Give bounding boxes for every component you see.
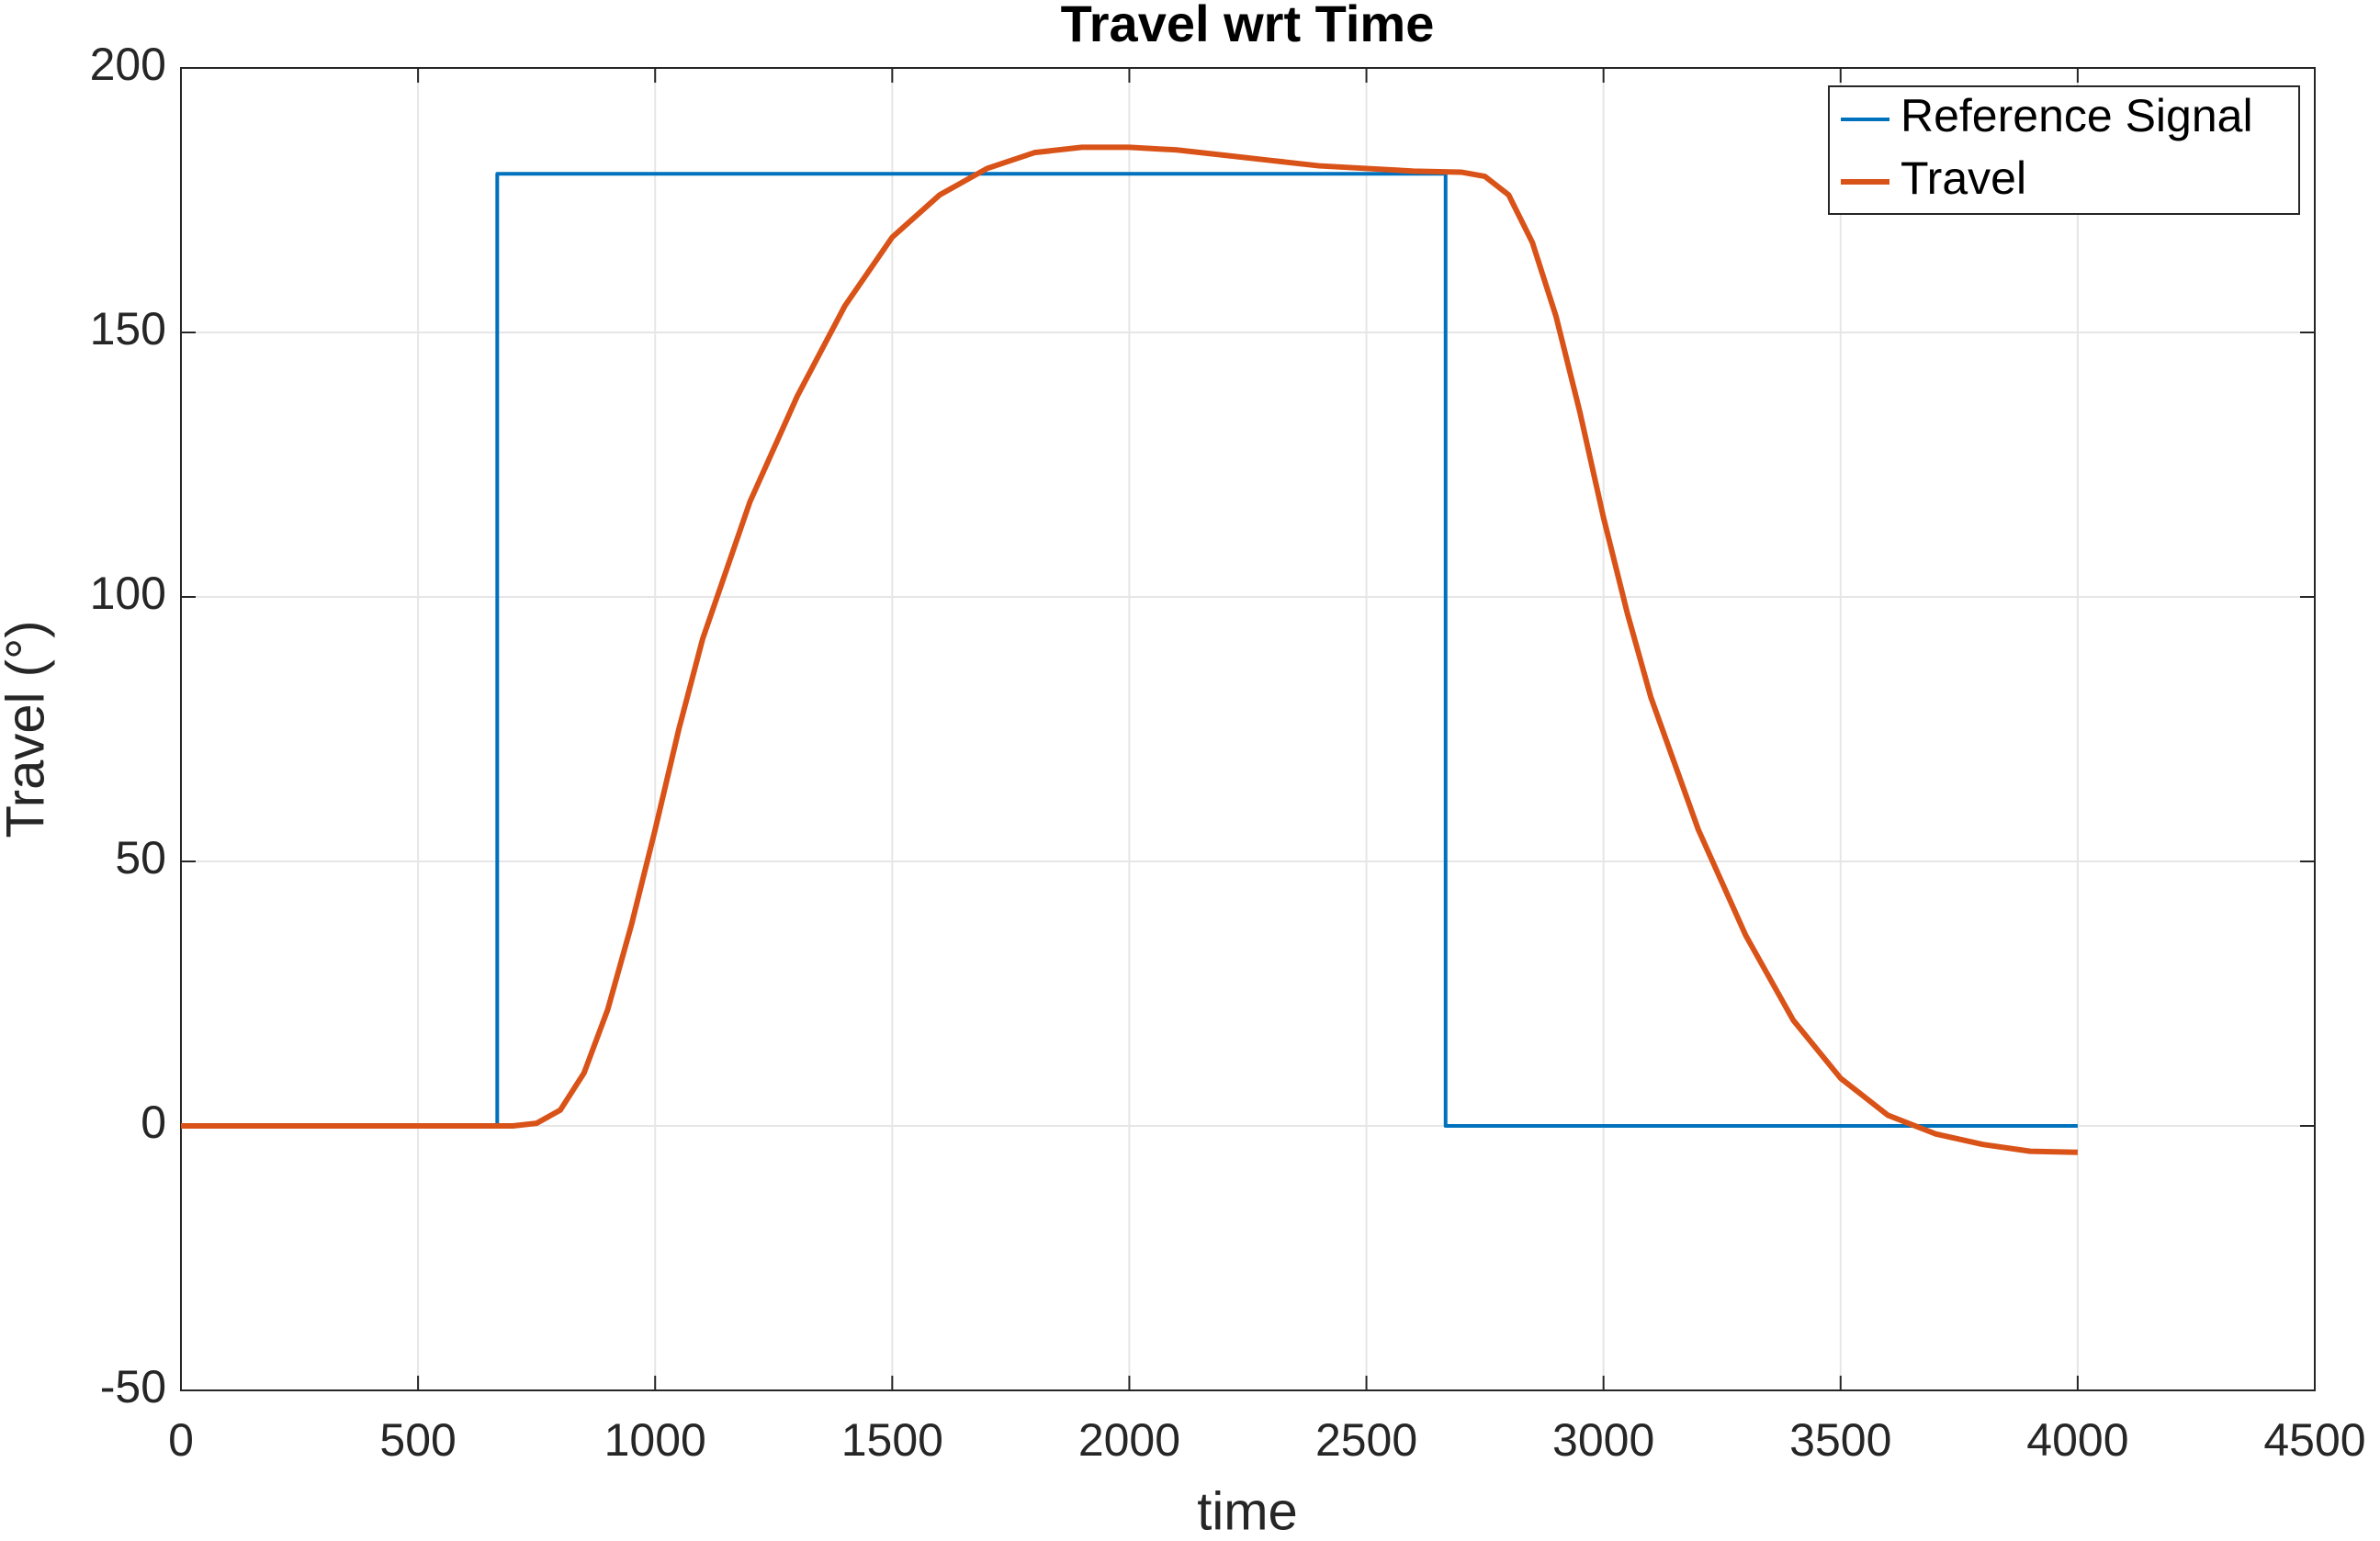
- x-tick-label: 1000: [604, 1414, 706, 1466]
- y-tick-label: 100: [90, 568, 166, 619]
- x-tick-label: 1500: [841, 1414, 943, 1466]
- axes-box: [180, 67, 2316, 1391]
- chart-title: Travel wrt Time: [1061, 0, 1435, 52]
- y-axis-label: Travel (°): [0, 621, 55, 838]
- y-tick-label: 150: [90, 303, 166, 354]
- legend-box: [1828, 85, 2300, 215]
- x-tick-label: 0: [168, 1414, 194, 1466]
- y-tick-label: -50: [100, 1361, 166, 1412]
- y-tick-label: 0: [141, 1097, 166, 1148]
- x-tick-label: 4000: [2026, 1414, 2128, 1466]
- data-line: [181, 144, 2078, 1155]
- x-tick-label: 3500: [1789, 1414, 1891, 1466]
- x-tick-label: 3000: [1552, 1414, 1654, 1466]
- x-axis-label: time: [1197, 1481, 1298, 1541]
- y-tick-label: 50: [115, 832, 166, 883]
- y-tick-label: 200: [90, 39, 166, 90]
- x-tick-label: 2000: [1078, 1414, 1180, 1466]
- x-tick-label: 2500: [1315, 1414, 1417, 1466]
- legend-label: Travel: [1901, 152, 2026, 204]
- x-tick-label: 500: [379, 1414, 456, 1466]
- legend-label: Reference Signal: [1901, 90, 2253, 141]
- x-tick-label: 4500: [2263, 1414, 2365, 1466]
